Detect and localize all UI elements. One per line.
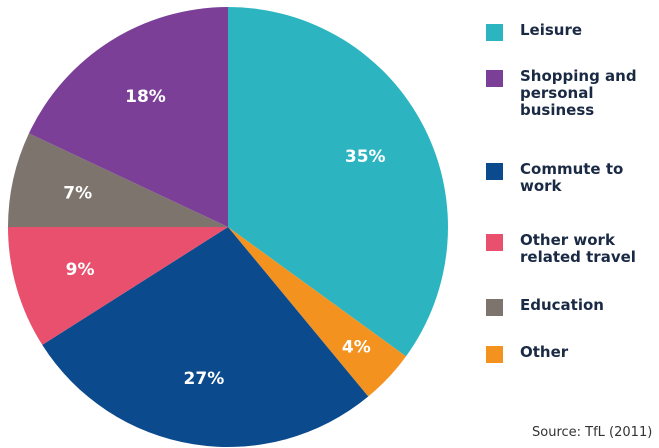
legend-swatch <box>486 163 503 180</box>
legend-label: Leisure <box>520 21 583 39</box>
source: Source: TfL (2011) <box>532 425 653 440</box>
slice <box>42 227 369 447</box>
legend-swatch <box>486 70 503 87</box>
slice <box>28 7 228 227</box>
legend-label: Commute to work <box>520 160 624 195</box>
slice <box>8 133 228 227</box>
legend-swatch <box>486 299 503 316</box>
slice-label: 35% <box>345 147 386 167</box>
legend-swatch <box>486 24 503 41</box>
slice-label: 27% <box>184 369 225 389</box>
legend-label: Other <box>520 343 569 361</box>
slice-label: 18% <box>125 87 166 107</box>
slice-label: 9% <box>66 260 95 280</box>
slice-label: 7% <box>63 183 92 203</box>
legend-label: Education <box>520 296 604 314</box>
slice <box>228 7 448 357</box>
pie: 35% 4% 27% 9% 7% 18% <box>8 7 448 447</box>
legend-swatch <box>486 234 503 251</box>
slice <box>8 227 228 345</box>
legend-label: Shopping and personal business <box>520 67 637 119</box>
legend-swatch <box>486 346 503 363</box>
slice-label: 4% <box>342 337 371 357</box>
slice <box>228 227 406 397</box>
legend-label: Other work related travel <box>520 231 636 266</box>
